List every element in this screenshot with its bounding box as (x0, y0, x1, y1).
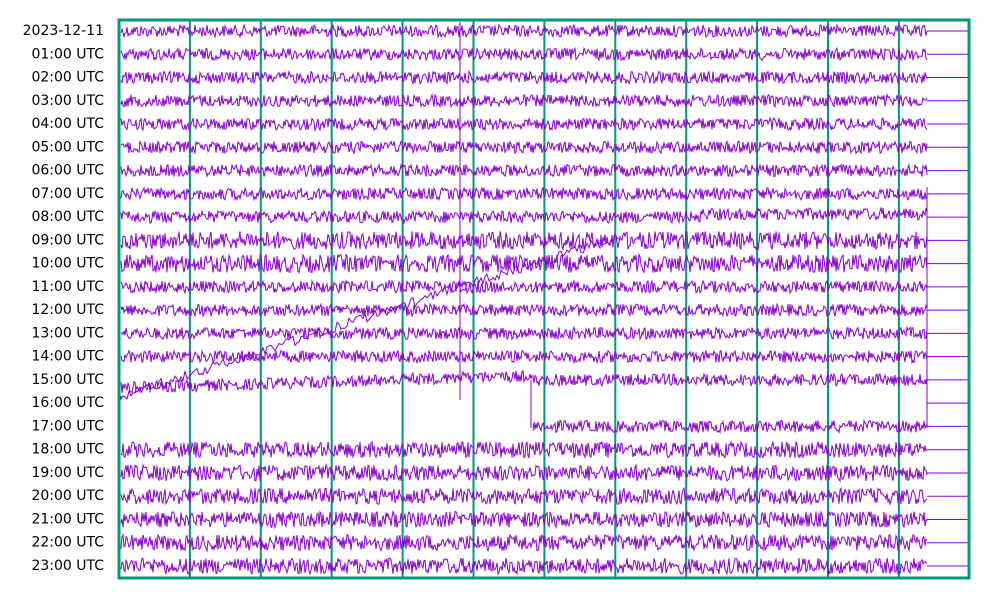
trace (120, 349, 928, 365)
row-label: 23:00 UTC (31, 558, 104, 574)
trace (120, 463, 928, 483)
trace (120, 206, 928, 225)
row-label: 15:00 UTC (31, 372, 104, 388)
row-label: 12:00 UTC (31, 302, 104, 318)
trace (120, 302, 928, 318)
row-label: 06:00 UTC (31, 163, 104, 179)
trace (120, 440, 928, 460)
row-label: 02:00 UTC (31, 70, 104, 86)
row-label: 2023-12-11 (23, 23, 104, 39)
trace (120, 486, 928, 506)
row-label: 13:00 UTC (31, 325, 104, 341)
trace (120, 369, 928, 394)
trace (120, 139, 928, 155)
row-label: 17:00 UTC (31, 418, 104, 434)
trace (120, 230, 928, 251)
row-label: 21:00 UTC (31, 511, 104, 527)
trace (120, 23, 928, 39)
trace (120, 325, 928, 341)
row-label: 14:00 UTC (31, 349, 104, 365)
trace (120, 163, 928, 178)
trace (120, 510, 928, 530)
row-label: 16:00 UTC (31, 395, 104, 411)
trace (120, 252, 928, 274)
row-label: 01:00 UTC (31, 46, 104, 62)
drift (120, 232, 620, 401)
row-label: 08:00 UTC (31, 209, 104, 225)
row-label: 04:00 UTC (31, 116, 104, 132)
trace (120, 92, 928, 109)
trace (120, 116, 928, 132)
frame (117, 18, 971, 580)
row-label: 18:00 UTC (31, 442, 104, 458)
row-label: 03:00 UTC (31, 93, 104, 109)
row-label: 05:00 UTC (31, 139, 104, 155)
trace (120, 46, 928, 62)
row-label: 19:00 UTC (31, 465, 104, 481)
row-label: 09:00 UTC (31, 232, 104, 248)
row-label: 10:00 UTC (31, 256, 104, 272)
row-label: 07:00 UTC (31, 186, 104, 202)
trace (120, 186, 928, 202)
trace (120, 69, 928, 86)
trace (120, 533, 928, 553)
trace (120, 557, 927, 576)
row-label: 20:00 UTC (31, 488, 104, 504)
row-label: 11:00 UTC (31, 279, 104, 295)
row-label: 22:00 UTC (31, 535, 104, 551)
trace (532, 418, 928, 434)
trace (120, 279, 928, 295)
